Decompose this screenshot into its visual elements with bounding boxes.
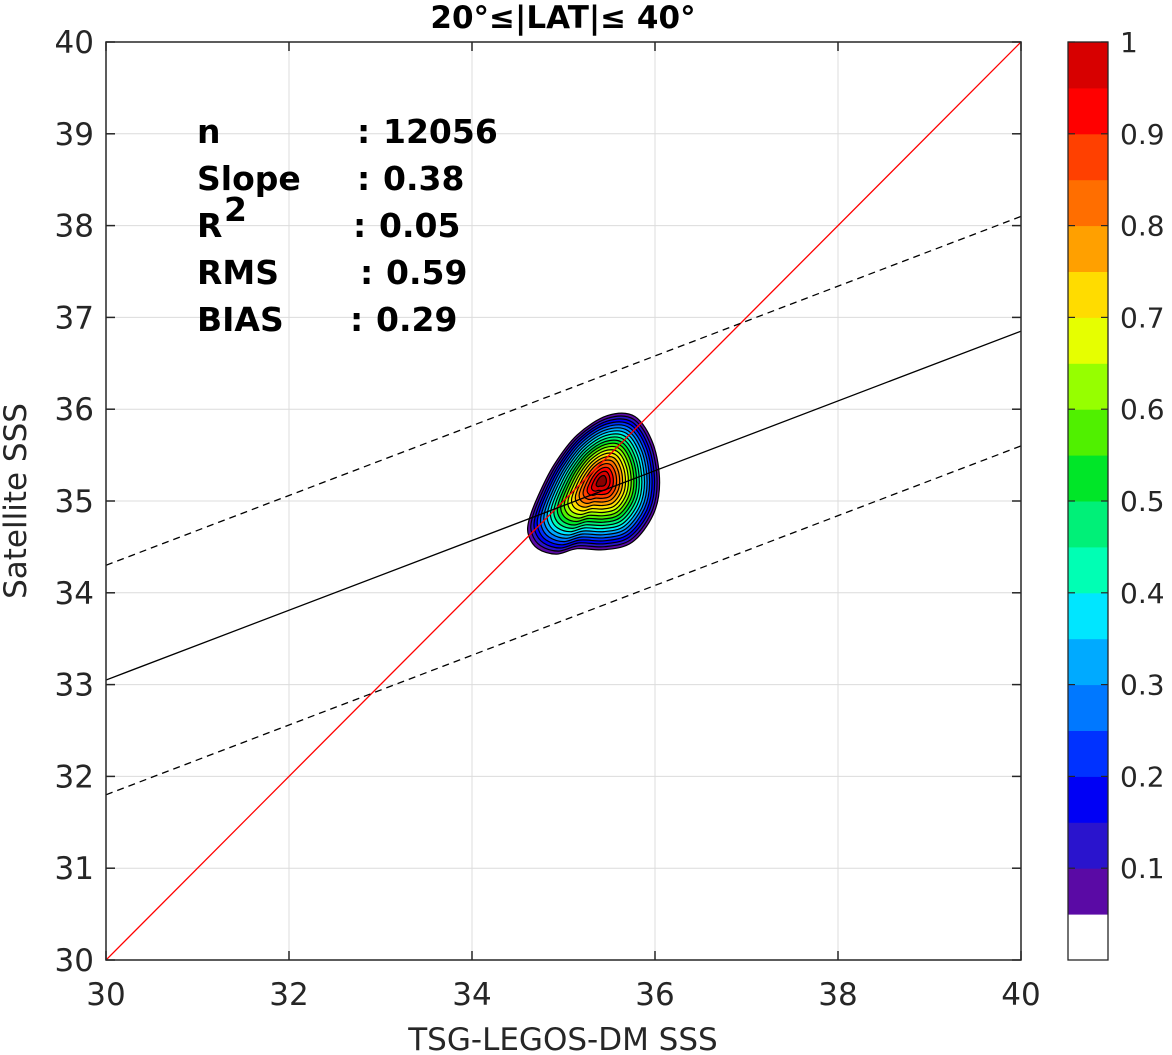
density-contour-level xyxy=(595,474,608,488)
y-tick-label: 36 xyxy=(55,392,94,428)
regression-plus-rms-line xyxy=(106,215,1021,566)
stat-label: n xyxy=(197,112,221,151)
y-tick-label: 35 xyxy=(55,484,94,520)
colorbar-tick-label: 0.8 xyxy=(1120,210,1165,243)
y-tick-label: 38 xyxy=(55,209,94,245)
colorbar-segment xyxy=(1068,409,1108,456)
y-tick-label: 32 xyxy=(55,759,94,795)
colorbar-segment xyxy=(1068,822,1108,869)
colorbar-segment xyxy=(1068,914,1108,961)
x-tick-labels: 30 32 34 36 38 40 xyxy=(86,977,1040,1013)
y-axis-label: Satellite SSS xyxy=(0,403,34,599)
stat-value: 0.29 xyxy=(376,300,457,339)
stat-value: 0.05 xyxy=(379,206,460,245)
colorbar-segment xyxy=(1068,592,1108,640)
axis-ticks xyxy=(105,41,1022,961)
stat-separator: : xyxy=(350,300,363,339)
stat-value: 0.38 xyxy=(383,159,464,198)
y-tick-labels: 30 31 32 33 34 35 36 37 38 39 40 xyxy=(55,25,94,979)
colorbar-segment xyxy=(1068,730,1108,777)
colorbar-segment xyxy=(1068,225,1108,272)
stat-label: BIAS xyxy=(197,300,284,339)
colorbar-tick-label: 1 xyxy=(1120,26,1138,59)
y-tick-label: 40 xyxy=(55,25,94,61)
chart-title: 20°≤|LAT|≤ 40° xyxy=(430,0,695,36)
colorbar-segment xyxy=(1068,684,1108,731)
colorbar-segment xyxy=(1068,271,1108,318)
colorbar-tick-label: 0.4 xyxy=(1120,577,1165,610)
stat-value: 0.59 xyxy=(386,253,467,292)
stat-label-superscript: 2 xyxy=(224,190,247,229)
colorbar-segment xyxy=(1068,501,1108,548)
x-tick-label: 40 xyxy=(1001,977,1040,1013)
x-tick-label: 38 xyxy=(818,977,857,1013)
colorbar-segment xyxy=(1068,455,1108,502)
y-tick-label: 39 xyxy=(55,117,94,153)
colorbar-segment xyxy=(1068,317,1108,364)
colorbar-segment xyxy=(1068,42,1108,89)
x-axis-label: TSG-LEGOS-DM SSS xyxy=(407,1022,717,1055)
colorbar-tick-label: 0.6 xyxy=(1120,393,1165,426)
stat-value: 12056 xyxy=(383,112,498,151)
stat-label: RMS xyxy=(197,253,279,292)
y-tick-label: 34 xyxy=(55,576,94,612)
stat-separator: : xyxy=(360,253,373,292)
identity-line xyxy=(106,42,1021,960)
x-tick-label: 36 xyxy=(635,977,674,1013)
y-tick-label: 33 xyxy=(55,668,94,704)
stat-label: R xyxy=(197,206,222,245)
stat-separator: : xyxy=(357,159,370,198)
regression-line xyxy=(106,330,1021,681)
colorbar-tick-label: 0.5 xyxy=(1120,485,1165,518)
colorbar-tick-label: 0.1 xyxy=(1120,852,1165,885)
colorbar-tick-label: 0.7 xyxy=(1120,301,1165,334)
stat-separator: : xyxy=(357,112,370,151)
y-tick-label: 31 xyxy=(55,851,94,887)
x-tick-label: 30 xyxy=(86,977,125,1013)
density-contours xyxy=(526,412,661,555)
x-tick-label: 32 xyxy=(269,977,308,1013)
regression-minus-rms-line xyxy=(106,445,1021,796)
colorbar-segment xyxy=(1068,363,1108,410)
colorbar-segment xyxy=(1068,868,1108,915)
colorbar: 1 0.9 0.8 0.7 0.6 0.5 0.4 0.3 0.2 0.1 xyxy=(1067,26,1165,961)
colorbar-tick-label: 0.2 xyxy=(1120,760,1165,793)
colorbar-tick-label: 0.3 xyxy=(1120,669,1165,702)
colorbar-segment xyxy=(1068,638,1108,686)
colorbar-segment xyxy=(1068,179,1108,227)
stat-label: Slope xyxy=(197,159,301,198)
colorbar-tick-label: 0.9 xyxy=(1120,118,1165,151)
y-tick-label: 37 xyxy=(55,300,94,336)
colorbar-segment xyxy=(1068,87,1108,135)
colorbar-segment xyxy=(1068,133,1108,181)
y-tick-label: 30 xyxy=(55,943,94,979)
stat-separator: : xyxy=(353,206,366,245)
x-tick-label: 34 xyxy=(452,977,491,1013)
reference-lines xyxy=(106,42,1021,960)
colorbar-segment xyxy=(1068,546,1108,594)
colorbar-segment xyxy=(1068,776,1108,823)
